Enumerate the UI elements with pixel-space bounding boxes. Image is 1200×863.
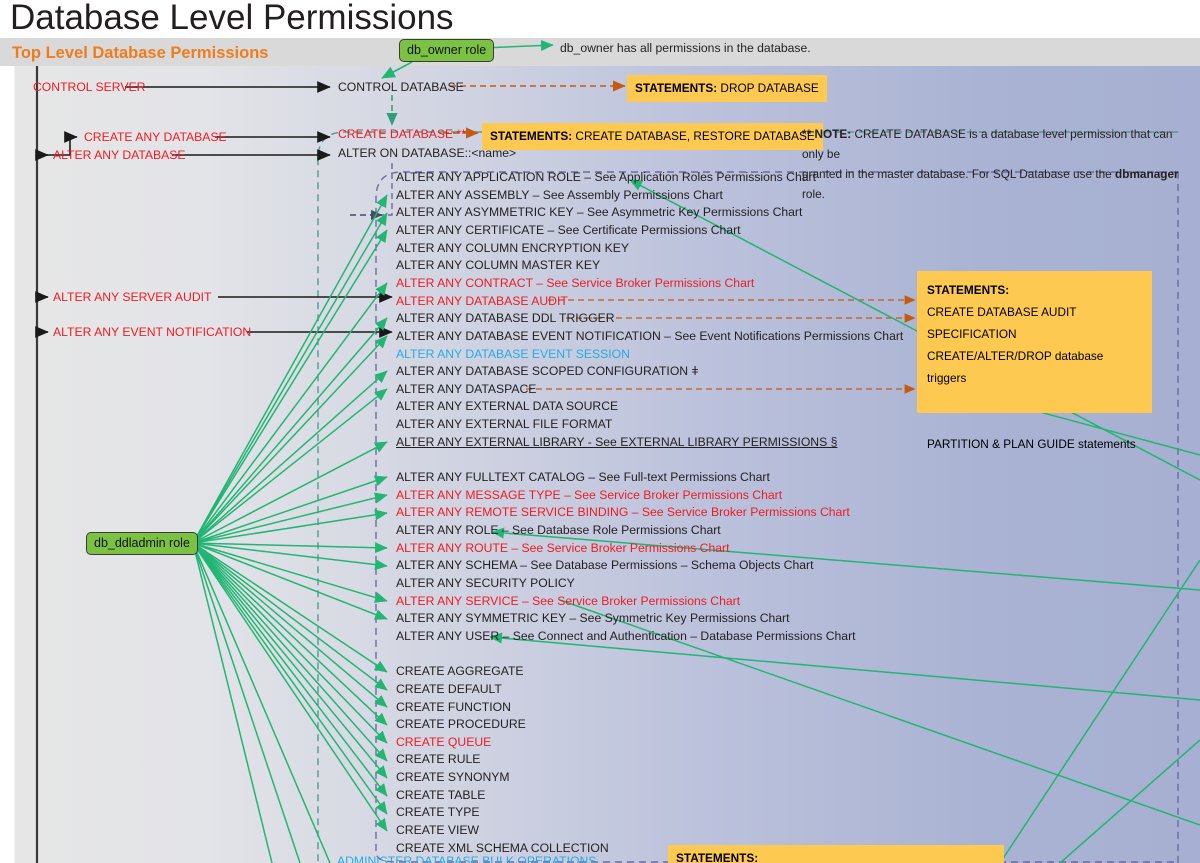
permission-item: ALTER ANY SCHEMA – See Database Permissi…: [396, 558, 814, 573]
permission-item: CREATE TYPE: [396, 805, 480, 820]
permission-item: ALTER ANY REMOTE SERVICE BINDING – See S…: [396, 505, 850, 520]
page-subtitle: Top Level Database Permissions: [12, 44, 269, 62]
spacer: [927, 389, 1142, 433]
permission-item: CREATE AGGREGATE: [396, 664, 524, 679]
db-owner-note: db_owner has all permissions in the data…: [560, 41, 811, 55]
role-box-db-owner[interactable]: db_owner role: [399, 39, 495, 62]
permission-item: CREATE XML SCHEMA COLLECTION: [396, 840, 609, 855]
permission-item: ALTER ANY EXTERNAL LIBRARY - See EXTERNA…: [396, 434, 838, 449]
note-line1: CREATE DATABASE is a database level perm…: [802, 127, 1173, 161]
permission-item: ALTER ANY ROLE – See Database Role Permi…: [396, 523, 721, 537]
permission-item: ALTER ANY CONTRACT – See Service Broker …: [396, 275, 755, 290]
statements-line-3: PARTITION & PLAN GUIDE statements: [927, 437, 1136, 451]
permission-item: ALTER ANY SERVICE – See Service Broker P…: [396, 593, 741, 608]
statements-line-2: CREATE/ALTER/DROP database triggers: [927, 349, 1104, 385]
permission-item: CREATE VIEW: [396, 823, 480, 837]
note-line2c: role.: [802, 187, 825, 201]
note-line2a: granted in the master database. For SQL …: [802, 167, 1116, 181]
permission-item: CREATE TABLE: [396, 787, 486, 802]
perm-alter-any-database: ALTER ANY DATABASE: [53, 148, 186, 162]
permission-item: ALTER ANY EXTERNAL FILE FORMAT: [396, 417, 613, 432]
permission-item: ALTER ANY COLUMN ENCRYPTION KEY: [396, 240, 629, 255]
create-database-note: ** NOTE: CREATE DATABASE is a database l…: [802, 124, 1194, 204]
permission-item: CREATE RULE: [396, 752, 481, 767]
note-dbmanager: dbmanager: [1115, 167, 1179, 181]
perm-alter-on-database: ALTER ON DATABASE::<name>: [338, 146, 517, 160]
statements-box-audit: STATEMENTS: CREATE DATABASE AUDIT SPECIF…: [917, 271, 1152, 451]
permission-item: ALTER ANY DATABASE AUDIT: [396, 293, 568, 308]
permission-item: CREATE QUEUE: [396, 734, 492, 749]
permission-item: CREATE SYNONYM: [396, 770, 510, 785]
permission-item: ALTER ANY ASSEMBLY – See Assembly Permis…: [396, 187, 723, 202]
permission-item: ALTER ANY DATASPACE: [396, 381, 537, 396]
permission-item: ALTER ANY APPLICATION ROLE – See Applica…: [396, 170, 816, 184]
perm-create-any-database: CREATE ANY DATABASE: [84, 130, 227, 144]
permission-item: CREATE DEFAULT: [396, 681, 502, 696]
permission-item: ALTER ANY DATABASE EVENT SESSION: [396, 346, 630, 361]
statements-label: STATEMENTS:: [676, 851, 759, 863]
permission-item: ALTER ANY SECURITY POLICY: [396, 576, 575, 590]
permission-item: ALTER ANY ROUTE – See Service Broker Per…: [396, 540, 730, 555]
statements-text: DROP DATABASE: [717, 81, 819, 95]
perm-create-database: CREATE DATABASE **: [338, 127, 466, 141]
statements-box-bottom: STATEMENTS:: [668, 845, 1004, 863]
statements-line-1: CREATE DATABASE AUDIT SPECIFICATION: [927, 305, 1077, 341]
statements-box-drop-database: STATEMENTS: DROP DATABASE: [627, 75, 827, 102]
permission-item: ALTER ANY USER – See Connect and Authent…: [396, 628, 856, 643]
permission-item: CREATE FUNCTION: [396, 699, 511, 714]
permission-item: ALTER ANY DATABASE SCOPED CONFIGURATION …: [396, 364, 699, 379]
statements-box-create-database: STATEMENTS: CREATE DATABASE, RESTORE DAT…: [482, 123, 823, 150]
permission-item: ALTER ANY CERTIFICATE – See Certificate …: [396, 222, 741, 237]
permission-item: ALTER ANY SYMMETRIC KEY – See Symmetric …: [396, 611, 790, 626]
header-background: [0, 0, 1200, 38]
perm-alter-any-server-audit: ALTER ANY SERVER AUDIT: [53, 290, 212, 304]
perm-control-database: CONTROL DATABASE: [338, 80, 464, 94]
perm-administer-database-bulk-operations: ADMINISTER DATABASE BULK OPERATIONS: [337, 854, 597, 863]
note-lead: ** NOTE:: [802, 127, 852, 141]
statements-label: STATEMENTS:: [490, 129, 573, 143]
statements-label: STATEMENTS:: [927, 283, 1010, 297]
permission-item: ALTER ANY FULLTEXT CATALOG – See Full-te…: [396, 470, 770, 484]
page-title: Database Level Permissions: [10, 0, 454, 37]
perm-alter-any-event-notification: ALTER ANY EVENT NOTIFICATION: [53, 325, 252, 339]
permission-item: ALTER ANY EXTERNAL DATA SOURCE: [396, 399, 619, 414]
perm-control-server: CONTROL SERVER: [33, 80, 146, 94]
permission-item: ALTER ANY COLUMN MASTER KEY: [396, 258, 601, 273]
permission-item: ALTER ANY DATABASE EVENT NOTIFICATION – …: [396, 328, 904, 343]
permission-item: ALTER ANY ASYMMETRIC KEY – See Asymmetri…: [396, 205, 803, 220]
permission-item: ALTER ANY DATABASE DDL TRIGGER: [396, 311, 615, 326]
role-box-db-ddladmin[interactable]: db_ddladmin role: [86, 532, 198, 555]
statements-label: STATEMENTS:: [635, 81, 718, 95]
statements-text: CREATE DATABASE, RESTORE DATABASE: [572, 129, 815, 143]
permission-item: CREATE PROCEDURE: [396, 717, 526, 732]
permission-item: ALTER ANY MESSAGE TYPE – See Service Bro…: [396, 487, 783, 502]
owner-note-band: [0, 38, 1200, 66]
